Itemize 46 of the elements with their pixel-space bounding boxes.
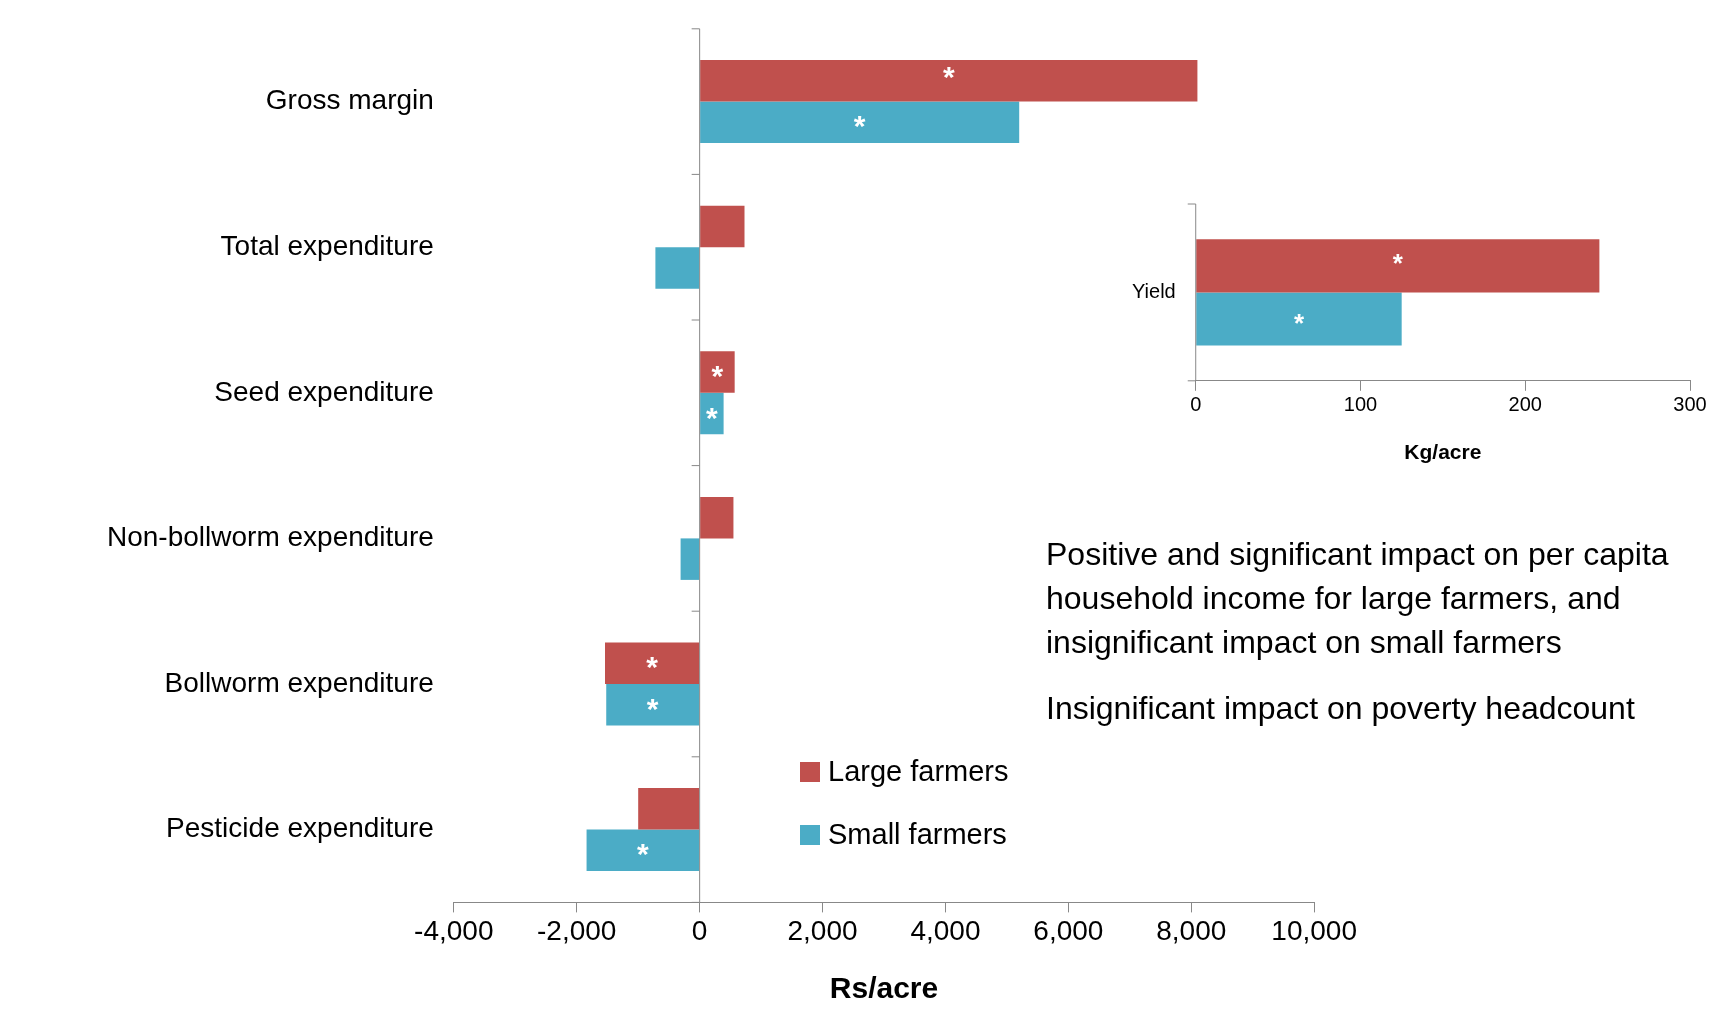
y-tick-label: Gross margin [265, 84, 434, 116]
y-tick-label: Total expenditure [220, 229, 434, 261]
data-label: * [637, 837, 650, 871]
legend-label: Large farmers [828, 755, 1009, 788]
bar [638, 788, 700, 830]
x-tick-label: -2,000 [537, 914, 617, 946]
annotation: Insignificant impact on poverty headcount [1046, 689, 1636, 728]
x-tick-label: 4,000 [910, 914, 981, 946]
legend-label: Small farmers [828, 818, 1007, 851]
bar [586, 829, 700, 872]
x-tick-label: 6,000 [1033, 914, 1104, 946]
y-tick-label: Seed expenditure [214, 375, 434, 407]
bar [700, 101, 1020, 144]
x-tick-label: 200 [1508, 393, 1542, 416]
x-tick-label: 0 [691, 914, 708, 946]
x-tick-label: 100 [1343, 393, 1378, 416]
y-tick-label: Non-bollworm expenditure [107, 521, 434, 553]
x-tick-label: 2,000 [787, 914, 858, 946]
annotation: Positive and significant impact on per capita household income for large farmers, and insignificant impact on small farmers [1046, 535, 1670, 662]
x-tick-label: 0 [1190, 393, 1202, 416]
x-axis-title: Kg/acre [1404, 440, 1482, 464]
y-tick-label: Pesticide expenditure [166, 812, 434, 844]
bar [605, 642, 700, 684]
x-tick-label: 300 [1673, 393, 1707, 416]
bar [700, 392, 724, 435]
x-axis-title: Rs/acre [829, 971, 939, 1005]
y-tick-label: Yield [1132, 279, 1176, 302]
data-label: * [942, 59, 955, 93]
bar [606, 684, 700, 726]
x-tick-label: 8,000 [1156, 914, 1227, 946]
data-label: * [646, 650, 659, 684]
bar [680, 538, 700, 580]
data-label: * [853, 109, 866, 143]
data-label: * [1392, 247, 1404, 278]
data-label: * [706, 400, 719, 434]
x-tick-label: -4,000 [414, 914, 494, 946]
bar [700, 205, 745, 248]
data-label: * [1293, 307, 1305, 338]
bar [700, 60, 1198, 102]
bar [655, 247, 700, 289]
data-label: * [711, 359, 724, 393]
x-tick-label: 10,000 [1271, 914, 1357, 946]
bar [700, 496, 734, 539]
y-tick-label: Bollworm expenditure [164, 666, 434, 698]
bar [700, 351, 735, 393]
data-label: * [646, 691, 659, 725]
